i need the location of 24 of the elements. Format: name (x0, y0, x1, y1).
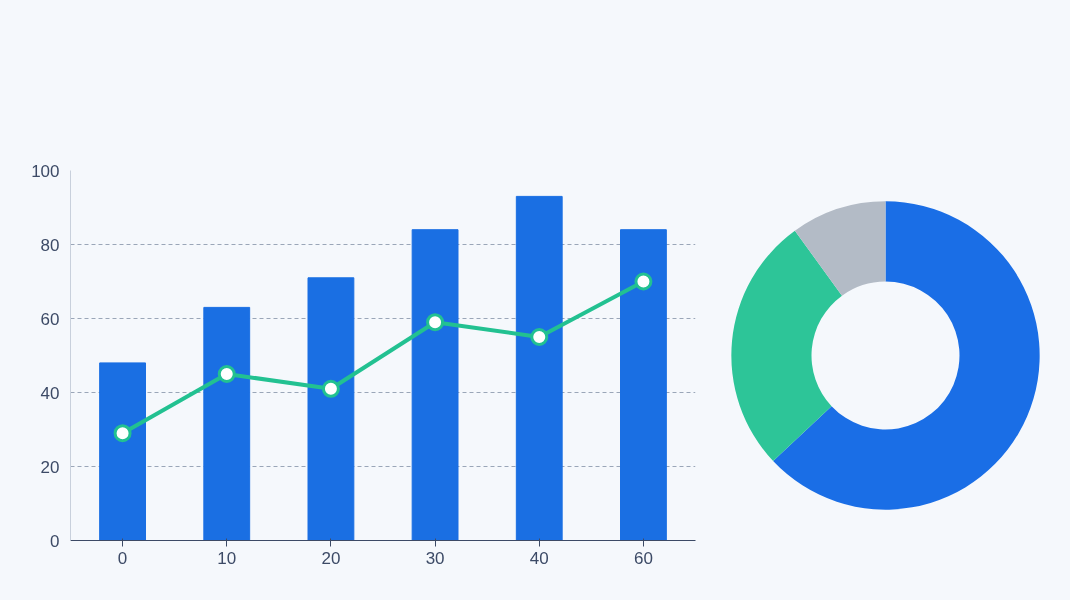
y-tick-label: 60 (40, 309, 60, 329)
point (530, 328, 549, 346)
x-tick-label: 30 (425, 548, 445, 568)
bar (515, 195, 563, 541)
bar (307, 277, 355, 541)
x-tick-label: 0 (117, 548, 128, 568)
bar (620, 229, 667, 541)
point (634, 272, 653, 291)
y-tick-label: 80 (40, 235, 60, 255)
bar (203, 306, 251, 541)
x-tick-label: 40 (529, 548, 549, 568)
x-tick-label: 20 (321, 548, 341, 568)
x-tick-label: 10 (217, 548, 237, 568)
y-tick-label: 100 (31, 161, 60, 181)
point (426, 313, 445, 332)
y-tick-label: 40 (40, 383, 60, 403)
x-tick-label: 60 (633, 548, 653, 568)
y-tick-label: 0 (50, 531, 60, 551)
y-tick-label: 20 (40, 457, 60, 477)
point (321, 379, 340, 398)
bar (99, 362, 146, 541)
point (113, 424, 132, 443)
bar (411, 229, 459, 541)
point (217, 365, 236, 383)
